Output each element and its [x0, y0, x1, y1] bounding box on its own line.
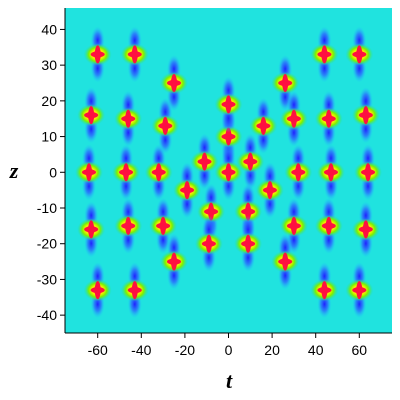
peak	[114, 197, 143, 254]
peak	[279, 90, 308, 147]
peak	[214, 76, 243, 133]
y-axis-label: z	[9, 158, 19, 183]
peak	[77, 87, 106, 144]
peak-core	[84, 112, 99, 119]
x-tick-label: 0	[225, 342, 233, 358]
peak	[114, 90, 143, 147]
peak	[120, 26, 149, 83]
peak-core	[278, 80, 293, 86]
x-tick-label: -20	[175, 342, 195, 358]
peak	[83, 26, 112, 83]
peak	[316, 144, 345, 201]
peak-core	[321, 115, 336, 122]
peak-core	[241, 208, 256, 215]
peak	[120, 262, 149, 319]
peak-core	[278, 258, 293, 265]
peak	[279, 197, 308, 254]
peak	[190, 133, 219, 190]
peak-core	[352, 51, 367, 58]
y-tick-label: 20	[41, 93, 57, 109]
peak-core	[127, 51, 142, 58]
peak-core	[291, 169, 306, 176]
peak-core	[84, 226, 99, 233]
peak-core	[262, 187, 277, 194]
peak-core	[119, 169, 134, 176]
peak-core	[121, 222, 136, 229]
peak	[314, 197, 343, 254]
peak-core	[90, 287, 105, 294]
peak	[149, 197, 178, 254]
y-tick-label: 40	[41, 21, 57, 37]
peak-core	[221, 133, 236, 140]
peak-core	[167, 258, 181, 265]
peak	[77, 201, 106, 258]
peak-core	[361, 169, 376, 176]
y-tick-label: 0	[49, 164, 57, 180]
peak	[112, 144, 141, 201]
peak	[351, 87, 380, 144]
peak-core	[197, 158, 212, 165]
peak-core	[221, 101, 236, 108]
peak	[345, 262, 374, 319]
peak-core	[156, 222, 171, 229]
peak-core	[286, 115, 301, 122]
peak	[194, 215, 223, 272]
peak-core	[167, 80, 181, 86]
y-tick-label: -40	[37, 307, 57, 323]
peak	[351, 201, 380, 258]
plot-area	[65, 8, 392, 333]
x-axis-label: t	[226, 368, 233, 393]
peak-core	[241, 240, 256, 247]
y-tick-label: 30	[41, 57, 57, 73]
peak	[144, 144, 173, 201]
peak	[354, 144, 383, 201]
y-tick-label: -30	[37, 271, 57, 287]
peak	[271, 55, 300, 111]
peak	[345, 26, 374, 83]
peak-core	[256, 122, 271, 129]
peak	[284, 144, 313, 201]
peak-core	[90, 51, 105, 58]
peak-core	[358, 226, 373, 233]
peak-core	[243, 158, 258, 165]
peak-core	[221, 169, 236, 176]
peak-core	[81, 169, 96, 176]
peak-core	[201, 240, 216, 247]
peak	[271, 233, 300, 290]
x-tick-label: 60	[352, 342, 368, 358]
peak	[234, 215, 263, 272]
peak-core	[204, 208, 219, 215]
y-tick-label: -20	[37, 236, 57, 252]
peak	[255, 162, 284, 219]
x-tick-label: -40	[131, 342, 151, 358]
peak-core	[180, 187, 195, 194]
peak	[249, 97, 278, 154]
peak	[214, 144, 243, 201]
peak-core	[321, 222, 336, 229]
peak	[83, 262, 112, 319]
peak-core	[317, 287, 332, 294]
peak-core	[158, 122, 173, 129]
peak	[74, 144, 103, 201]
x-tick-label: 40	[308, 342, 324, 358]
x-tick-label: -60	[88, 342, 108, 358]
peak	[310, 262, 339, 319]
peak-core	[323, 169, 338, 176]
y-tick-label: -10	[37, 200, 57, 216]
y-tick-label: 10	[41, 129, 57, 145]
peak-core	[317, 51, 332, 58]
peak	[310, 26, 339, 83]
peak	[236, 133, 265, 190]
peak-core	[151, 169, 166, 176]
x-tick-label: 20	[264, 342, 280, 358]
peak	[314, 90, 343, 147]
peak-core	[127, 287, 142, 294]
peak-core	[121, 115, 136, 122]
peak	[160, 233, 188, 290]
peak-core	[286, 222, 301, 229]
peak	[173, 162, 202, 219]
peak-core	[358, 112, 373, 119]
peak-core	[352, 287, 367, 294]
